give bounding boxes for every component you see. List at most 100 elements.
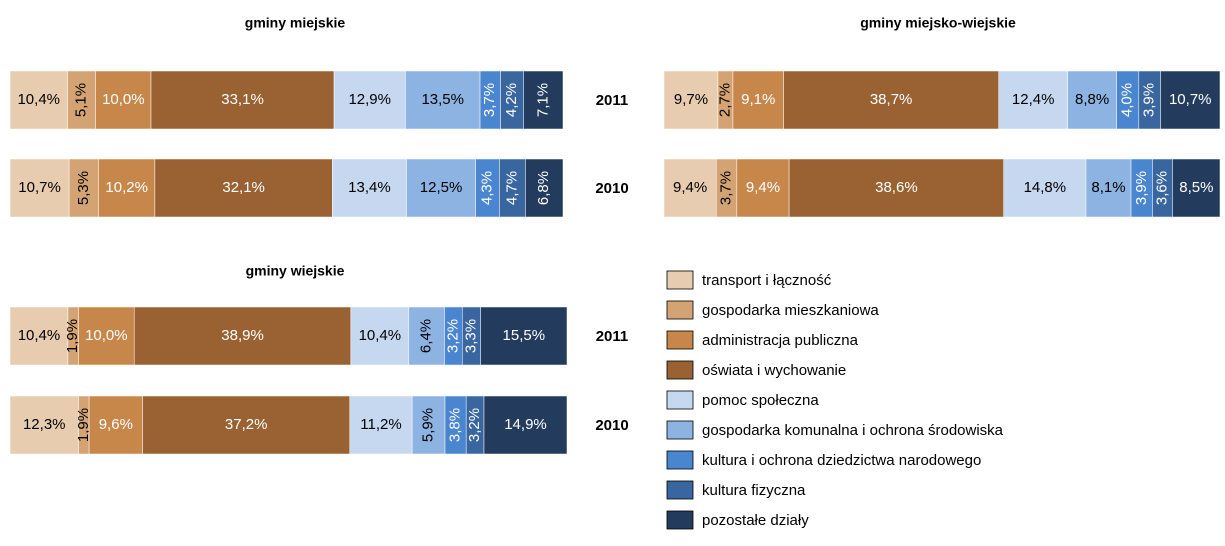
data-label: 10,2%	[105, 179, 148, 196]
data-label: 38,9%	[221, 327, 264, 344]
data-label: 10,4%	[17, 91, 60, 108]
bar-segment	[349, 395, 413, 455]
bar-segment	[1067, 70, 1117, 130]
legend-swatch	[666, 480, 694, 500]
bar-segment	[411, 395, 446, 455]
bar-segment	[499, 158, 526, 218]
bar-segment	[68, 158, 99, 218]
data-label: 4,7%	[503, 171, 520, 205]
bar-segment	[88, 395, 143, 455]
legend-label: kultura i ochrona dziedzictwa narodowego	[702, 452, 981, 469]
data-label: 10,7%	[18, 179, 61, 196]
data-label: 33,1%	[221, 91, 264, 108]
legend-label: kultura fizyczna	[702, 482, 806, 499]
category-label: 2010	[595, 180, 628, 197]
legend-swatch	[666, 390, 694, 410]
data-label: 13,4%	[348, 179, 391, 196]
data-label: 1,9%	[64, 319, 81, 353]
data-label: 9,4%	[746, 179, 780, 196]
bar-segment	[67, 70, 96, 130]
bar-segment	[788, 158, 1004, 218]
data-label: 7,1%	[534, 83, 551, 117]
category-label: 2011	[596, 92, 629, 109]
legend-swatch	[666, 300, 694, 320]
bar-segment	[663, 158, 717, 218]
data-label: 4,3%	[478, 171, 495, 205]
legend-swatch	[666, 330, 694, 350]
data-label: 3,6%	[1154, 171, 1171, 205]
data-label: 13,5%	[421, 91, 464, 108]
data-label: 15,5%	[503, 327, 546, 344]
category-label: 2011	[596, 328, 629, 345]
bar-segment	[408, 306, 445, 366]
bar-segment	[663, 70, 719, 130]
bar-segment	[405, 70, 481, 130]
legend-swatch	[666, 270, 694, 290]
data-label: 11,2%	[360, 416, 401, 433]
data-label: 10,0%	[102, 91, 145, 108]
bar-segment	[350, 306, 410, 366]
bar-segment	[736, 158, 790, 218]
bar-segment	[133, 306, 352, 366]
data-label: 12,9%	[348, 91, 391, 108]
data-label: 9,6%	[99, 416, 133, 433]
data-label: 14,9%	[504, 416, 547, 433]
data-label: 8,1%	[1091, 179, 1125, 196]
data-label: 10,7%	[1169, 91, 1212, 108]
legend-label: oświata i wychowanie	[702, 362, 846, 379]
bar-segment	[1172, 158, 1221, 218]
bar-segment	[783, 70, 999, 130]
data-label: 9,7%	[674, 91, 708, 108]
bar-segment	[333, 70, 406, 130]
legend-label: gospodarka mieszkaniowa	[702, 302, 879, 319]
bar-segment	[142, 395, 351, 455]
data-label: 5,9%	[420, 408, 437, 442]
bar-segment	[1085, 158, 1132, 218]
data-label: 38,6%	[875, 179, 918, 196]
bar-segment	[9, 395, 79, 455]
data-label: 8,5%	[1179, 179, 1213, 196]
legend-swatch	[666, 510, 694, 530]
data-label: 10,4%	[359, 327, 402, 344]
data-label: 5,1%	[73, 83, 90, 117]
data-label: 3,2%	[466, 408, 483, 442]
data-label: 3,7%	[718, 171, 735, 205]
data-label: 14,8%	[1024, 179, 1067, 196]
bar-segment	[732, 70, 784, 130]
data-label: 4,2%	[503, 83, 520, 117]
bar-segment	[9, 70, 68, 130]
data-label: 9,4%	[673, 179, 707, 196]
data-label: 4,0%	[1119, 83, 1136, 117]
chart-title: gminy miejskie	[245, 15, 346, 31]
data-label: 37,2%	[225, 416, 268, 433]
bar-segment	[150, 70, 335, 130]
data-label: 12,5%	[420, 179, 463, 196]
data-label: 38,7%	[870, 91, 913, 108]
data-label: 6,8%	[535, 171, 552, 205]
data-label: 3,7%	[481, 83, 498, 117]
data-label: 3,9%	[1141, 83, 1158, 117]
legend-label: transport i łączność	[702, 272, 832, 289]
data-label: 6,4%	[418, 319, 435, 353]
bar-segment	[998, 70, 1068, 130]
bar-segment	[95, 70, 152, 130]
bar-segment	[1160, 70, 1221, 130]
legend-label: gospodarka komunalna i ochrona środowisk…	[702, 422, 1004, 439]
legend-swatch	[666, 450, 694, 470]
data-label: 3,3%	[462, 319, 479, 353]
bar-segment	[332, 158, 407, 218]
data-label: 2,7%	[716, 83, 733, 117]
data-label: 9,1%	[741, 91, 775, 108]
legend-swatch	[666, 360, 694, 380]
data-label: 3,2%	[444, 319, 461, 353]
bar-segment	[525, 158, 564, 218]
bar-segment	[406, 158, 476, 218]
legend-swatch	[666, 420, 694, 440]
data-label: 10,0%	[85, 327, 128, 344]
legend-label: pozostałe działy	[702, 512, 809, 529]
chart-title: gminy miejsko-wiejskie	[860, 15, 1016, 31]
data-label: 1,9%	[75, 408, 92, 442]
bar-segment	[480, 306, 568, 366]
legend-label: administracja publiczna	[702, 332, 859, 349]
